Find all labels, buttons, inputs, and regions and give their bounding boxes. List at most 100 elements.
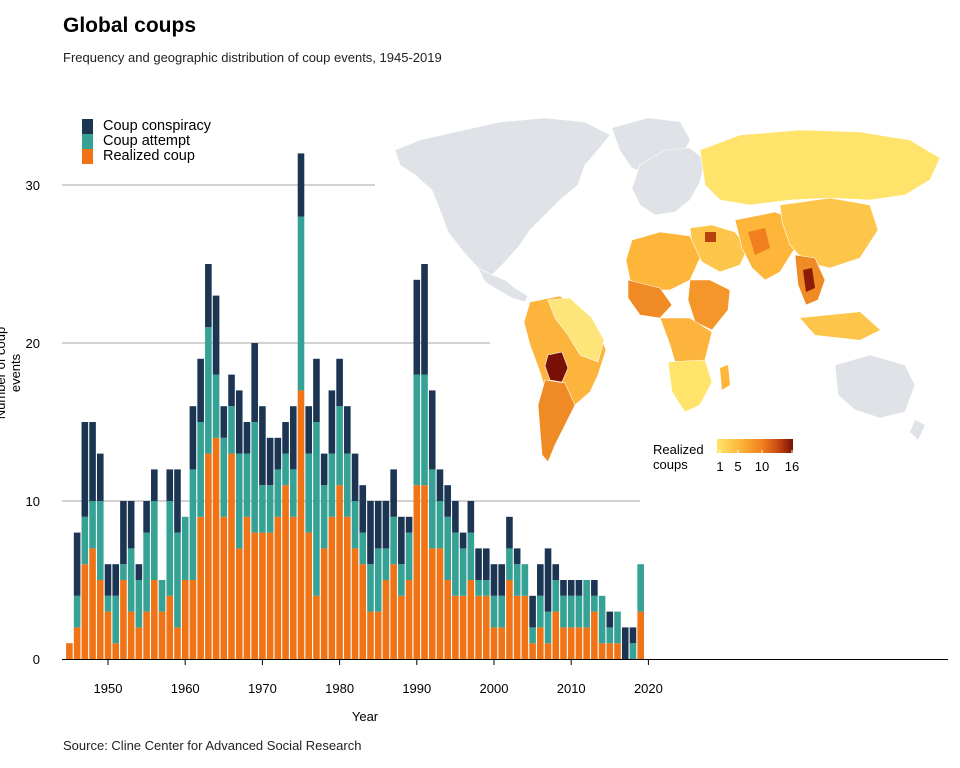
bar-1958-attempt [166,501,174,596]
bar-1968-attempt [243,453,251,517]
map-bolivia [544,351,569,383]
bar-1988-conspiracy [398,516,405,565]
bar-1976-conspiracy [305,406,313,454]
scale-tick-label: 5 [734,459,741,474]
bar-1947-conspiracy [81,422,89,517]
source-caption: Source: Cline Center for Advanced Social… [63,738,362,753]
bar-1977-realized [313,595,320,659]
bar-1954-conspiracy [135,564,143,580]
bar-2013-conspiracy [591,580,598,596]
bar-2005-realized [529,643,536,659]
bar-1947-realized [81,564,89,659]
bar-2004-attempt [521,564,529,596]
bar-1950-attempt [104,595,112,612]
bar-1996-realized [459,595,467,659]
bar-1995-realized [452,595,459,659]
bar-2001-attempt [498,595,506,628]
bar-1948-conspiracy [89,422,96,501]
bar-2002-attempt [506,548,513,580]
bar-2017-conspiracy [621,627,629,659]
bar-1993-realized [436,548,444,659]
bar-1985-conspiracy [374,501,382,549]
bar-1970-realized [259,532,266,659]
bar-2006-realized [537,627,544,659]
x-axis: 1950 1960 1970 1980 1990 2000 2010 2020 [94,660,663,696]
bar-1947-attempt [81,516,89,565]
bar-1956-realized [151,580,158,659]
bar-1988-attempt [398,564,405,596]
bar-1976-realized [305,532,313,659]
bar-2003-conspiracy [513,548,521,565]
bar-2013-attempt [591,595,598,612]
bar-1974-realized [289,516,297,659]
bar-1992-realized [428,548,436,659]
bar-1980-realized [336,485,343,659]
bar-1982-attempt [351,501,359,549]
bar-1951-conspiracy [112,564,120,596]
bar-1983-realized [359,564,367,659]
bar-1987-attempt [390,516,397,565]
bar-1953-conspiracy [127,501,135,549]
map-africa-north [625,231,701,291]
bar-1974-attempt [289,469,297,517]
bar-1948-attempt [89,501,96,549]
bar-1952-realized [120,580,127,659]
x-tick-label: 2010 [557,681,586,696]
bar-1953-attempt [127,548,135,612]
bar-1973-attempt [282,453,289,486]
bar-1961-attempt [189,469,197,580]
bar-1965-conspiracy [220,406,228,438]
bar-1954-realized [135,627,143,659]
map-thailand [803,268,815,292]
y-axis-label: Number of coup events [0,326,23,420]
bar-1998-realized [475,595,482,659]
bar-2018-attempt [629,643,637,659]
bar-1972-conspiracy [274,437,282,470]
legend-item-conspiracy: Coup conspiracy [82,119,211,134]
bar-1971-attempt [266,485,274,533]
y-tick-label: 20 [26,336,40,351]
bar-1997-conspiracy [467,501,475,533]
map-pakistan [748,228,770,255]
legend-item-attempt: Coup attempt [82,134,211,149]
bar-1993-conspiracy [436,469,444,501]
bar-1950-realized [104,611,112,659]
bar-1946-realized [73,627,81,659]
bar-2004-realized [521,595,529,659]
bar-1953-realized [127,611,135,659]
bar-1959-conspiracy [174,469,181,533]
bar-1973-conspiracy [282,422,289,454]
chart-title: Global coups [63,14,197,37]
bar-1955-attempt [143,532,150,612]
bar-1981-conspiracy [344,406,351,454]
bar-2016-realized [614,643,621,659]
y-tick-label: 10 [26,494,40,509]
bar-1997-realized [467,580,475,659]
bar-1958-conspiracy [166,469,174,501]
map-indonesia [800,312,880,340]
bar-1990-conspiracy [413,279,421,375]
bar-1999-realized [482,595,490,659]
bar-1958-realized [166,595,174,659]
bar-1980-conspiracy [336,358,343,407]
chart-subtitle: Frequency and geographic distribution of… [63,50,442,65]
map-legend-title-text: Realized coups [653,442,704,472]
bar-1965-attempt [220,437,228,517]
map-madagascar [720,365,730,390]
bars [66,153,644,659]
bar-1981-attempt [344,453,351,517]
bar-1995-conspiracy [452,501,459,533]
map-africa-south [667,359,713,413]
bar-2001-conspiracy [498,564,506,596]
bar-1976-attempt [305,453,313,533]
bar-1996-conspiracy [459,532,467,549]
bar-1957-realized [158,611,166,659]
bar-1999-attempt [482,580,490,596]
bar-1975-conspiracy [297,153,305,217]
bar-2011-conspiracy [575,580,583,596]
bar-1949-realized [96,580,104,659]
bar-1967-attempt [235,453,243,549]
bar-2002-conspiracy [506,516,513,549]
bar-1987-realized [390,564,397,659]
y-tick-label: 0 [33,652,40,667]
